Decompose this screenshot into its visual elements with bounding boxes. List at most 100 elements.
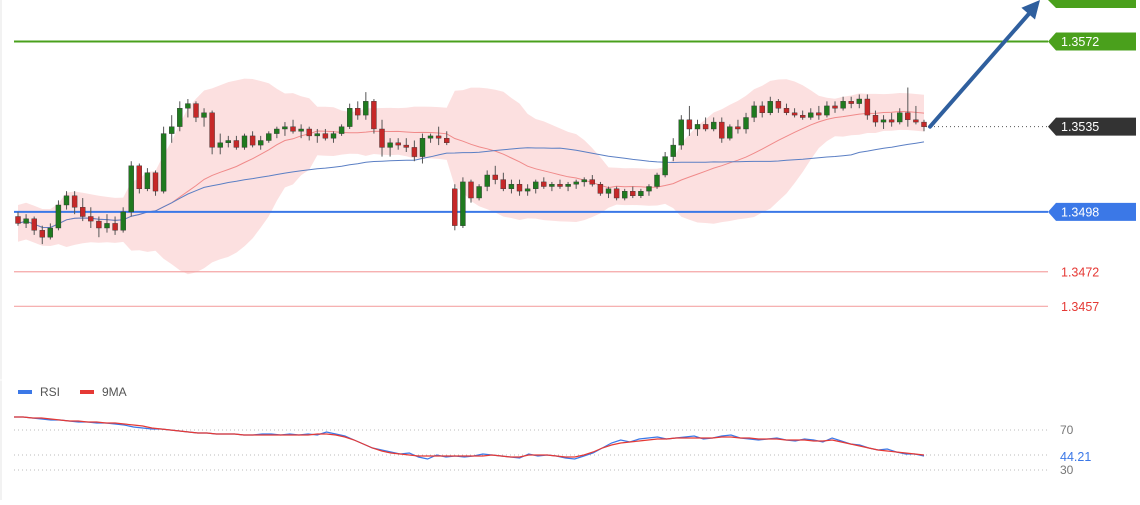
candle — [460, 177, 466, 228]
candle-body — [662, 156, 668, 176]
candle — [605, 186, 612, 199]
candle-body — [694, 124, 701, 130]
candle-body — [160, 133, 167, 192]
candle-body — [177, 107, 183, 127]
candle-body — [322, 133, 329, 139]
candle-body — [670, 144, 676, 157]
candle — [355, 101, 361, 120]
candle — [622, 188, 628, 201]
candle — [840, 96, 846, 111]
candle-body — [355, 107, 361, 116]
candle — [759, 101, 765, 118]
candle — [233, 135, 240, 150]
candle — [541, 177, 547, 189]
price-tag-text: 1.3457 — [1061, 300, 1099, 314]
candle — [694, 119, 701, 136]
candle-body — [241, 135, 248, 148]
candle-body — [249, 135, 256, 146]
candle-body — [791, 112, 798, 116]
candlestick-layer — [15, 87, 927, 245]
candle — [330, 131, 337, 143]
candle — [791, 108, 798, 118]
candle — [249, 131, 256, 148]
price-label-support-2: 1.3457 — [1061, 300, 1099, 314]
candle — [31, 216, 37, 235]
legend-label-9ma: 9MA — [102, 385, 127, 399]
forecast-arrow-shaft — [928, 6, 1036, 129]
candle — [128, 161, 134, 217]
candle — [751, 101, 757, 123]
candle — [856, 94, 862, 109]
candle — [800, 110, 806, 120]
candle — [168, 115, 175, 143]
candle-body — [452, 188, 458, 226]
candle — [824, 101, 830, 118]
candle-body — [613, 188, 620, 199]
candle-body — [840, 101, 846, 109]
candle-body — [468, 181, 474, 199]
rsi-series-rsi — [14, 416, 925, 460]
candle-body — [492, 174, 498, 180]
price-tag-background — [1048, 202, 1136, 221]
candle-body — [168, 126, 175, 134]
candle-body — [371, 101, 377, 130]
candle — [783, 103, 790, 116]
candle — [104, 214, 110, 233]
candle-body — [128, 165, 134, 213]
candle — [557, 179, 563, 189]
candle-body — [484, 174, 490, 187]
candle — [711, 117, 717, 132]
candle-body — [266, 133, 272, 141]
price-label-support-1: 1.3472 — [1061, 265, 1099, 279]
candle — [209, 110, 215, 155]
candle — [872, 110, 879, 127]
candle-body — [646, 186, 652, 192]
forecast-arrow-head — [1021, 0, 1040, 20]
candle-body — [775, 101, 782, 109]
candle-body — [727, 126, 733, 139]
candle — [524, 184, 531, 196]
candle-body — [921, 121, 927, 127]
candle-body — [759, 105, 765, 114]
candle — [371, 99, 377, 134]
candle-body — [581, 179, 587, 183]
candle-body — [185, 103, 191, 109]
price-tag-background — [1048, 32, 1136, 51]
candle-body — [565, 183, 571, 187]
candle-body — [136, 165, 143, 190]
candle — [403, 138, 409, 152]
candle-body — [711, 121, 717, 130]
candle — [120, 207, 126, 233]
candle — [702, 117, 709, 132]
candle-body — [686, 119, 693, 130]
candle — [848, 96, 854, 109]
candle — [15, 211, 21, 226]
candle — [897, 108, 903, 125]
candle — [678, 115, 684, 150]
candle — [452, 184, 458, 231]
candle-body — [573, 181, 579, 185]
candle — [500, 172, 506, 192]
candle-body — [589, 179, 595, 185]
candle — [662, 152, 668, 178]
candle — [638, 188, 644, 199]
price-tag-top-offscreen — [1048, 0, 1136, 8]
candle — [719, 117, 725, 143]
candle-body — [411, 147, 418, 157]
candle — [23, 214, 29, 228]
candle — [921, 119, 927, 132]
rsi-level-label-30: 30 — [1060, 463, 1074, 477]
candle-body — [233, 140, 240, 148]
candle — [427, 133, 434, 143]
candle-body — [435, 135, 442, 139]
price-tag-text: 1.3535 — [1061, 120, 1099, 134]
candle — [913, 105, 919, 125]
candle-body — [217, 142, 223, 148]
candle-body — [193, 103, 199, 118]
candle-body — [856, 98, 862, 104]
candle — [492, 165, 498, 185]
candle — [775, 99, 782, 113]
candle-body — [298, 128, 304, 132]
candle — [533, 179, 539, 194]
legend-label-rsi: RSI — [40, 385, 60, 399]
